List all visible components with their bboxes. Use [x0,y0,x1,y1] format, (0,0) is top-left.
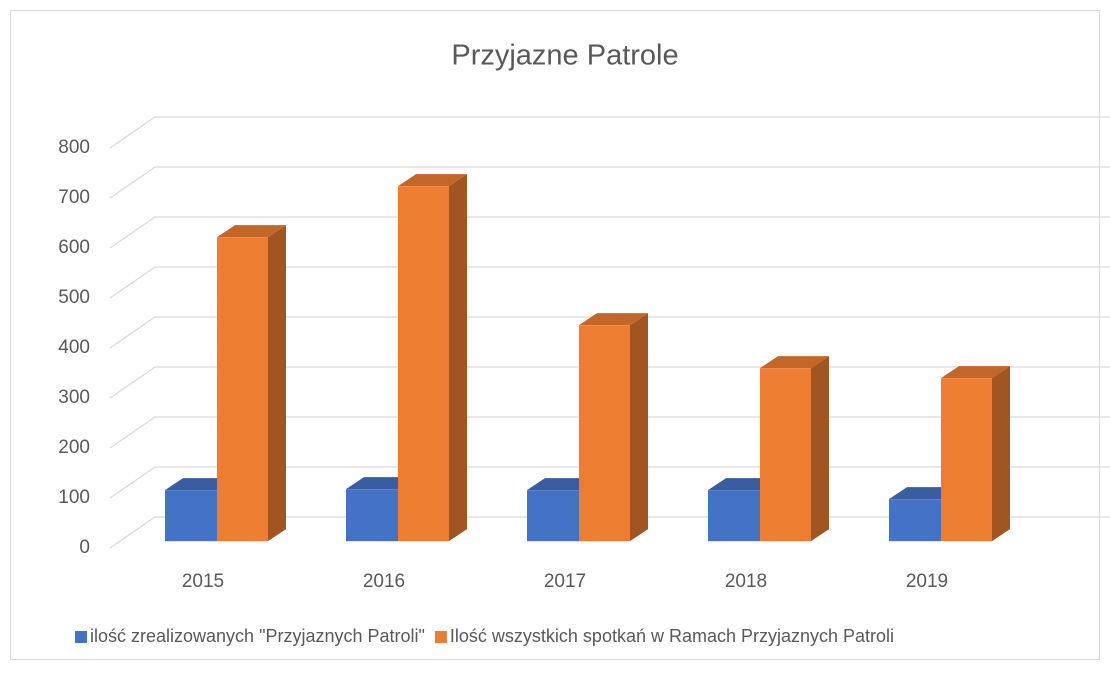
y-tick-label: 500 [58,287,90,308]
grid-line [109,166,1110,199]
bar-top [579,313,648,326]
bar-front [217,237,268,542]
bar-front [579,325,630,542]
bar-front [889,499,941,542]
y-tick-label: 800 [58,137,90,158]
y-tick-label: 400 [58,337,90,358]
x-tick-label: 2019 [906,571,948,592]
bar [941,366,1010,542]
grid-line [109,116,1110,149]
y-tick-label: 200 [58,437,90,458]
bar-top [217,225,286,238]
legend-swatch [75,631,87,643]
bar-side [992,366,1010,542]
bar-side [811,356,829,542]
legend-swatch [434,631,447,643]
x-tick-label: 2018 [725,571,767,592]
bar-front [527,490,579,542]
y-tick-label: 700 [58,187,90,208]
bar-front [346,489,398,542]
bar-side [630,313,648,542]
legend-label: ilość zrealizowanych "Przyjaznych Patrol… [90,626,425,646]
grid-line [109,266,1110,299]
x-tick-label: 2015 [182,571,224,592]
bar-front [165,490,217,542]
bar-front [708,490,760,542]
bar-front [760,368,811,542]
bar [579,313,648,542]
bar [760,356,829,542]
chart-border [10,10,1100,660]
legend-label: Ilość wszystkich spotkań w Ramach Przyja… [450,626,894,646]
bar-side [449,174,467,542]
bar-front [941,378,992,542]
bar-front [398,186,449,542]
bar [398,174,467,542]
bar [217,225,286,542]
y-tick-label: 300 [58,387,90,408]
bar-top [398,174,467,187]
bar-top [941,366,1010,379]
grid-line [109,316,1110,349]
y-tick-label: 0 [79,537,90,558]
y-tick-label: 100 [58,487,90,508]
y-tick-label: 600 [58,237,90,258]
bar-side [268,225,286,542]
x-tick-label: 2016 [363,571,405,592]
bar-top [760,356,829,369]
x-tick-label: 2017 [544,571,586,592]
chart-title: Przyjazne Patrole [451,40,678,72]
grid-line [109,216,1110,249]
